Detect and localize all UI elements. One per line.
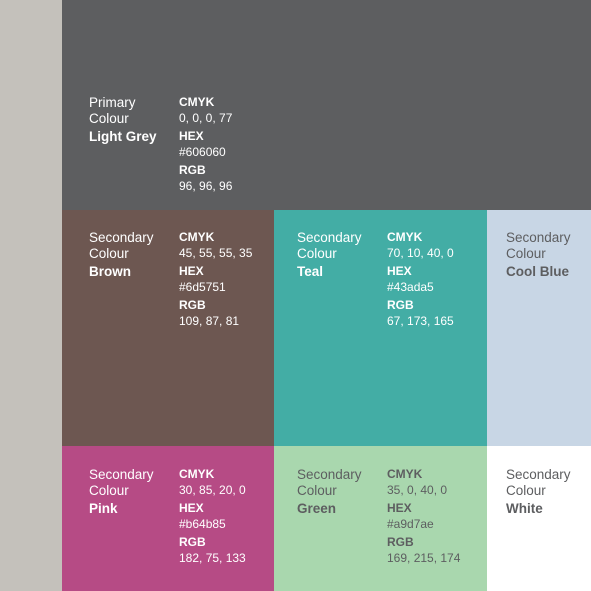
cmyk-value: 0, 0, 0, 77 bbox=[179, 111, 233, 125]
swatch-name: Brown bbox=[89, 264, 131, 279]
rgb-label: RGB bbox=[387, 535, 414, 549]
left-strip bbox=[0, 0, 62, 591]
swatch-specs: CMYK 45, 55, 55, 35 HEX #6d5751 RGB 109,… bbox=[179, 229, 252, 329]
swatch-role: Secondary Colour bbox=[297, 467, 362, 498]
cmyk-label: CMYK bbox=[387, 467, 423, 481]
hex-value: #606060 bbox=[179, 145, 226, 159]
rgb-label: RGB bbox=[387, 298, 414, 312]
swatch-label: Secondary Colour Cool Blue bbox=[506, 230, 571, 280]
swatch-name: Cool Blue bbox=[506, 264, 569, 279]
swatch-green: Secondary Colour Green CMYK 35, 0, 40, 0 … bbox=[274, 446, 487, 591]
swatch-specs: CMYK 0, 0, 0, 77 HEX #606060 RGB 96, 96,… bbox=[179, 94, 232, 194]
swatch-role: Secondary Colour bbox=[89, 230, 154, 261]
rgb-label: RGB bbox=[179, 163, 206, 177]
swatch-label: Secondary Colour Teal bbox=[297, 230, 362, 280]
swatch-label: Secondary Colour White bbox=[506, 467, 571, 517]
cmyk-label: CMYK bbox=[179, 467, 215, 481]
hex-label: HEX bbox=[387, 501, 412, 515]
swatch-label: Secondary Colour Brown bbox=[89, 230, 154, 280]
swatch-name: Light Grey bbox=[89, 129, 157, 144]
rgb-value: 96, 96, 96 bbox=[179, 179, 233, 193]
hex-label: HEX bbox=[387, 264, 412, 278]
swatch-specs: CMYK 30, 85, 20, 0 HEX #b64b85 RGB 182, … bbox=[179, 466, 246, 566]
hex-label: HEX bbox=[179, 264, 204, 278]
rgb-value: 182, 75, 133 bbox=[179, 551, 246, 565]
rgb-label: RGB bbox=[179, 535, 206, 549]
swatch-specs: CMYK 35, 0, 40, 0 HEX #a9d7ae RGB 169, 2… bbox=[387, 466, 460, 566]
swatch-brown: Secondary Colour Brown CMYK 45, 55, 55, 3… bbox=[62, 210, 274, 446]
rgb-value: 67, 173, 165 bbox=[387, 314, 454, 328]
rgb-label: RGB bbox=[179, 298, 206, 312]
cmyk-value: 30, 85, 20, 0 bbox=[179, 483, 246, 497]
cmyk-label: CMYK bbox=[179, 230, 215, 244]
swatch-role: Secondary Colour bbox=[506, 230, 571, 261]
hex-value: #6d5751 bbox=[179, 280, 226, 294]
cmyk-value: 35, 0, 40, 0 bbox=[387, 483, 448, 497]
hex-label: HEX bbox=[179, 129, 204, 143]
cmyk-value: 70, 10, 40, 0 bbox=[387, 246, 454, 260]
swatch-pink: Secondary Colour Pink CMYK 30, 85, 20, 0 … bbox=[62, 446, 274, 591]
swatch-label: Secondary Colour Green bbox=[297, 467, 362, 517]
rgb-value: 169, 215, 174 bbox=[387, 551, 461, 565]
swatch-name: Green bbox=[297, 501, 337, 516]
swatch-role: Primary Colour bbox=[89, 95, 136, 126]
rgb-value: 109, 87, 81 bbox=[179, 314, 240, 328]
swatch-white: Secondary Colour White bbox=[487, 446, 591, 591]
hex-value: #a9d7ae bbox=[387, 517, 434, 531]
hex-value: #b64b85 bbox=[179, 517, 226, 531]
swatch-light-grey: Primary Colour Light Grey CMYK 0, 0, 0, 7… bbox=[62, 0, 591, 210]
swatch-label: Primary Colour Light Grey bbox=[89, 95, 157, 145]
cmyk-value: 45, 55, 55, 35 bbox=[179, 246, 253, 260]
swatch-name: White bbox=[506, 501, 543, 516]
cmyk-label: CMYK bbox=[387, 230, 423, 244]
cmyk-label: CMYK bbox=[179, 95, 215, 109]
swatch-role: Secondary Colour bbox=[297, 230, 362, 261]
hex-value: #43ada5 bbox=[387, 280, 434, 294]
swatch-cool-blue: Secondary Colour Cool Blue bbox=[487, 210, 591, 446]
swatch-role: Secondary Colour bbox=[506, 467, 571, 498]
swatch-role: Secondary Colour bbox=[89, 467, 154, 498]
swatch-name: Teal bbox=[297, 264, 324, 279]
hex-label: HEX bbox=[179, 501, 204, 515]
swatch-teal: Secondary Colour Teal CMYK 70, 10, 40, 0 … bbox=[274, 210, 487, 446]
swatch-specs: CMYK 70, 10, 40, 0 HEX #43ada5 RGB 67, 1… bbox=[387, 229, 454, 329]
swatch-label: Secondary Colour Pink bbox=[89, 467, 154, 517]
swatch-name: Pink bbox=[89, 501, 118, 516]
